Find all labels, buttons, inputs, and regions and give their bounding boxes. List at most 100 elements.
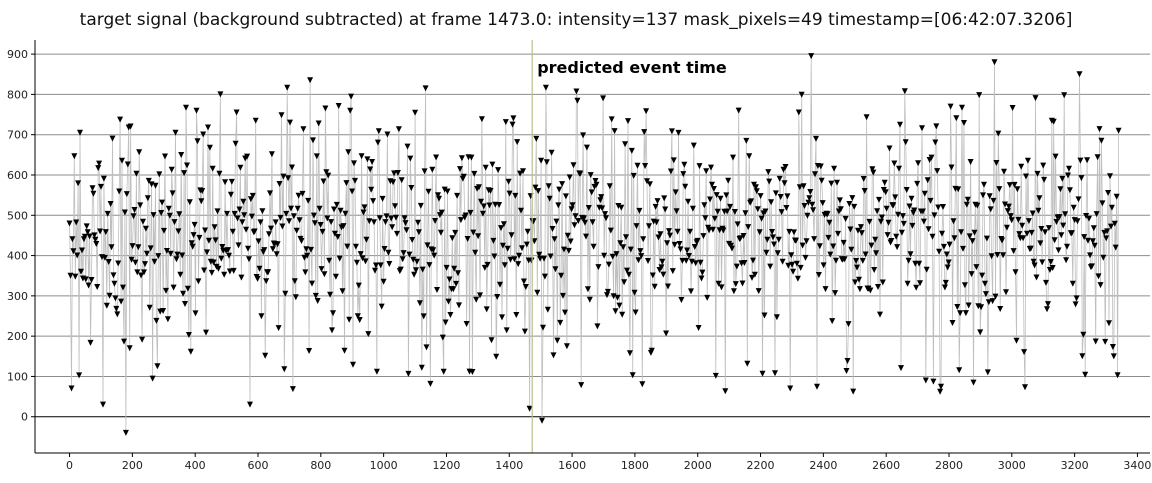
data-point [107,201,114,207]
data-point [234,215,241,222]
data-point [178,152,185,158]
data-point [851,203,858,210]
data-point [312,292,319,299]
data-point [501,262,508,269]
data-point [1080,331,1087,338]
data-point [89,185,96,192]
data-point [114,311,121,318]
data-point [70,248,77,255]
data-point [1036,195,1043,202]
data-point [906,203,913,210]
data-point [511,256,518,263]
data-point [481,264,488,271]
data-point [965,302,972,309]
data-point [616,302,623,309]
data-point [734,221,741,228]
data-point [183,104,189,111]
data-point [84,229,91,236]
data-point [1073,295,1080,302]
data-point [793,237,799,244]
data-point [633,223,640,230]
data-point [788,252,795,259]
data-point [740,233,747,239]
data-point [548,149,555,156]
data-point [469,369,476,375]
data-point [544,306,551,313]
data-point [392,203,398,210]
data-point [1088,263,1095,270]
data-point [147,245,154,252]
data-point [1084,157,1091,164]
data-point [905,257,912,264]
data-point [772,190,779,197]
data-point [336,255,343,262]
data-point [106,292,113,299]
data-point [245,245,251,252]
data-point [977,329,984,336]
data-point [729,245,735,252]
data-point [1030,258,1037,265]
data-point [1042,229,1049,236]
data-point [867,287,874,294]
data-point [698,275,705,282]
data-point [350,361,356,368]
data-point [117,116,124,123]
data-point [155,253,162,260]
data-point [446,276,453,283]
data-point [818,177,825,184]
data-point [172,129,179,136]
data-point [827,251,834,258]
data-point [594,323,601,330]
data-point [156,171,163,178]
data-point [502,119,509,126]
data-point [409,237,416,243]
data-point [920,218,927,225]
data-point [514,139,521,146]
data-point [100,175,107,182]
data-point [612,308,619,315]
data-point [225,247,231,254]
chart-title: target signal (background subtracted) at… [79,10,1073,30]
data-point [993,160,1000,166]
data-point [517,170,524,177]
data-point [196,234,203,241]
data-point [476,184,482,191]
data-point [861,188,868,194]
data-point [742,210,749,217]
data-point [1109,344,1116,350]
data-point [677,246,684,253]
data-point [339,288,346,295]
data-point [777,194,784,200]
data-point [997,306,1004,312]
data-point [335,103,342,109]
data-point [301,254,308,261]
data-point [1014,186,1021,193]
data-point [976,92,983,99]
data-point [801,203,808,209]
data-point [393,214,399,221]
data-point [614,294,621,301]
data-point [368,186,375,193]
data-point [1093,211,1100,218]
data-point [121,209,128,216]
data-point [898,229,905,236]
data-point [666,228,672,235]
data-point [562,309,568,316]
data-point [645,258,651,264]
data-point [238,274,245,281]
data-point [659,258,666,265]
data-point [381,246,388,252]
data-point [325,172,332,179]
data-point [542,84,549,91]
data-point [150,212,157,219]
y-tick-label: 500 [7,209,28,222]
data-point [799,242,806,249]
data-point [317,222,324,228]
data-point [770,234,776,241]
data-point [700,233,707,240]
data-point [90,190,97,197]
data-point [268,151,275,158]
data-point [535,188,542,195]
data-point [628,147,635,154]
